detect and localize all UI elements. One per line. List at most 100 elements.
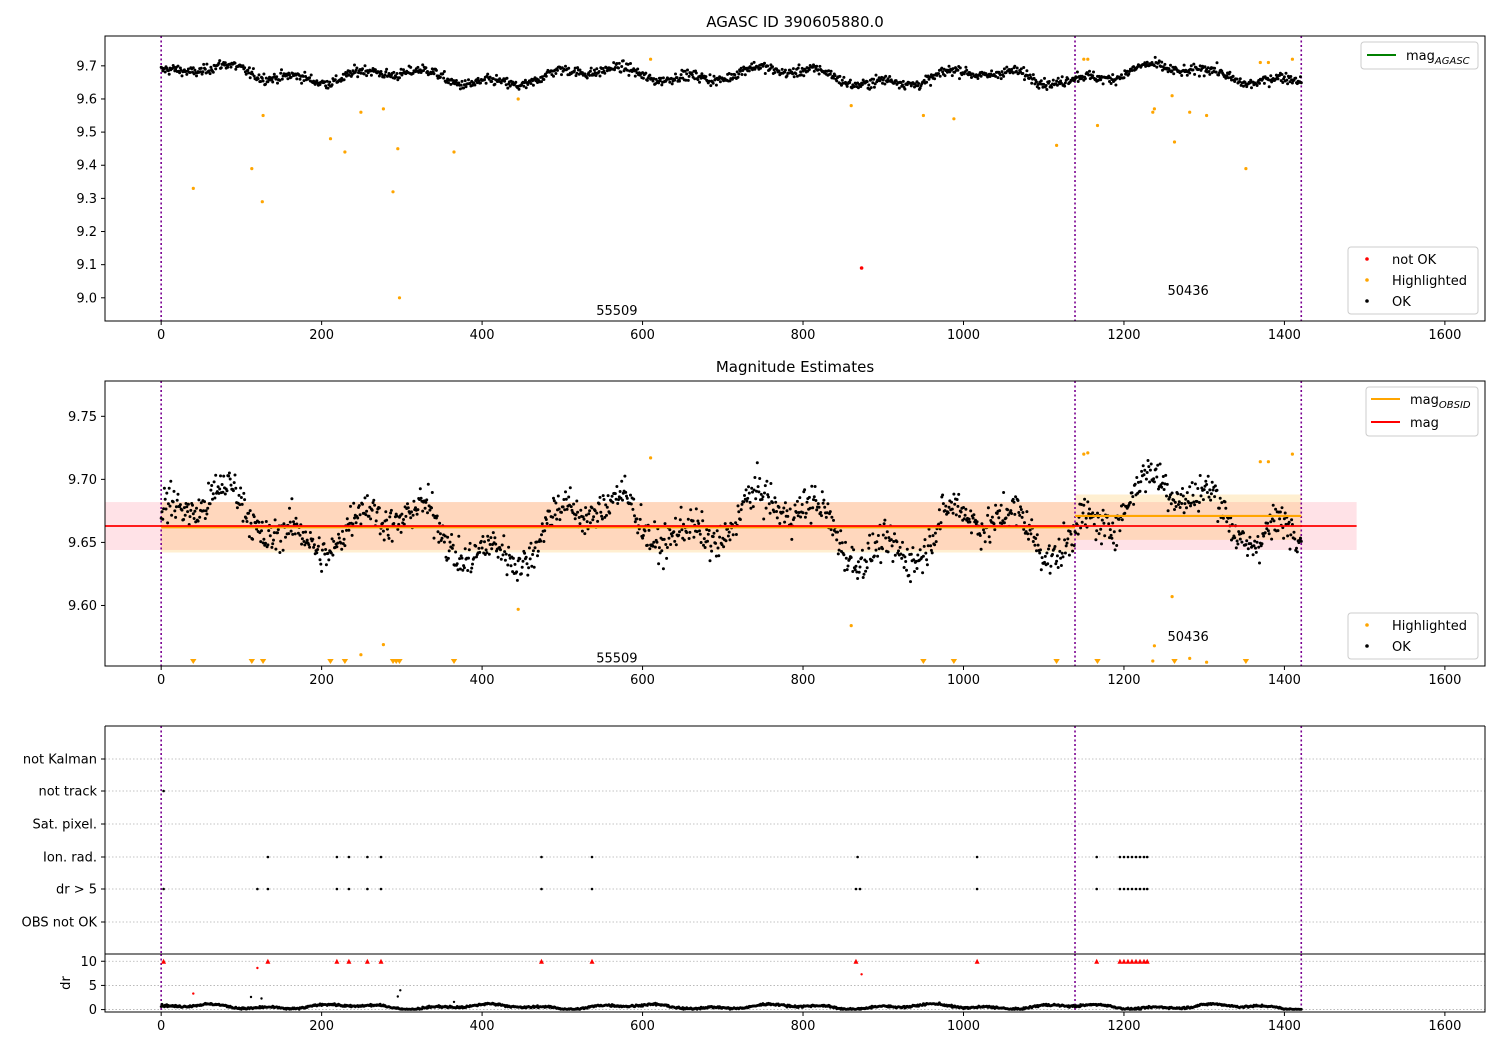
ok-point [686, 78, 690, 82]
ok-point [1064, 544, 1068, 548]
ok-point [522, 84, 526, 88]
ok-point [1165, 494, 1168, 498]
ok-point [272, 531, 276, 535]
ok-point [167, 486, 171, 490]
ok-point [885, 530, 889, 534]
ok-point [821, 501, 825, 505]
ok-point [1152, 477, 1156, 481]
dr-clipped-marker [1133, 958, 1139, 964]
ok-point [1299, 81, 1303, 85]
ok-point [580, 529, 584, 533]
ok-point [868, 533, 872, 537]
ok-point [1206, 66, 1210, 70]
ok-point [633, 74, 637, 78]
ok-point [651, 79, 655, 83]
ok-point [1216, 520, 1220, 523]
ok-point [1002, 521, 1006, 525]
ok-point [426, 70, 429, 73]
ok-point [328, 80, 332, 84]
ok-point [958, 514, 961, 518]
ok-point [673, 78, 677, 82]
y-tick-label: 9.75 [68, 410, 97, 425]
ok-point [1006, 508, 1010, 512]
ok-point [517, 87, 521, 91]
ok-point [1292, 530, 1296, 534]
ok-point [605, 513, 608, 517]
flag-label: not track [38, 785, 97, 800]
ok-point [402, 518, 405, 521]
ok-point [941, 493, 945, 497]
ok-point [669, 76, 673, 80]
ok-point [322, 542, 326, 546]
ok-point [1286, 534, 1290, 538]
ok-point [221, 490, 225, 494]
highlighted-point [1188, 656, 1192, 661]
ok-point [621, 59, 625, 63]
ok-point [1265, 527, 1269, 531]
ok-point [219, 474, 222, 478]
ok-point [487, 552, 491, 556]
ok-point [1234, 546, 1238, 550]
ok-point [783, 501, 787, 505]
ok-point [613, 66, 617, 69]
ok-point [695, 530, 699, 534]
ok-point [1191, 68, 1195, 72]
ok-point [606, 494, 610, 498]
ok-point [1255, 84, 1259, 87]
ok-point [766, 64, 770, 68]
ok-point [1267, 85, 1271, 89]
ok-point [565, 507, 569, 511]
ok-point [696, 519, 700, 523]
ok-point [486, 72, 490, 76]
ok-point [1213, 495, 1217, 499]
ok-point [588, 509, 592, 513]
ok-point [690, 73, 694, 77]
ok-point [440, 536, 444, 540]
ok-point [568, 486, 572, 490]
ok-point [965, 68, 969, 72]
ok-point [340, 547, 344, 551]
ok-point [940, 66, 944, 70]
ok-point [1156, 463, 1160, 467]
ok-point [361, 502, 364, 506]
highlighted-point [649, 456, 653, 460]
highlighted-point [649, 57, 653, 61]
ok-point [693, 77, 697, 81]
ok-point [708, 559, 712, 563]
ok-point [233, 61, 237, 65]
x-tick-label: 600 [630, 1019, 655, 1034]
ok-point [1297, 541, 1301, 545]
ok-point [579, 508, 583, 512]
ok-point [208, 72, 212, 76]
ok-point [430, 506, 433, 510]
ok-point [467, 78, 470, 82]
ok-point [162, 67, 166, 71]
ok-point [891, 560, 895, 563]
ok-point [540, 80, 543, 84]
ok-point [1200, 486, 1204, 490]
ok-point [883, 82, 887, 86]
ok-point [386, 533, 390, 537]
ok-point [1178, 506, 1182, 509]
ok-point [598, 74, 602, 78]
ok-point [987, 535, 991, 539]
ok-point [665, 546, 669, 549]
ok-point [718, 535, 722, 539]
ok-point [456, 568, 460, 572]
ok-point [312, 543, 316, 547]
ok-point [799, 73, 803, 77]
x-tick-label: 200 [309, 673, 334, 688]
ok-point [1224, 506, 1228, 510]
ok-point [232, 481, 236, 485]
ok-point [372, 498, 376, 502]
ok-point [198, 515, 202, 519]
ok-point [1050, 85, 1054, 89]
ok-point [812, 69, 816, 73]
ok-point [766, 493, 770, 497]
ok-point [1260, 542, 1264, 546]
ok-point [1066, 537, 1070, 541]
ok-point [822, 498, 826, 502]
below-range-marker [1053, 659, 1060, 664]
highlighted-point [1151, 110, 1155, 114]
ok-point [745, 499, 749, 503]
